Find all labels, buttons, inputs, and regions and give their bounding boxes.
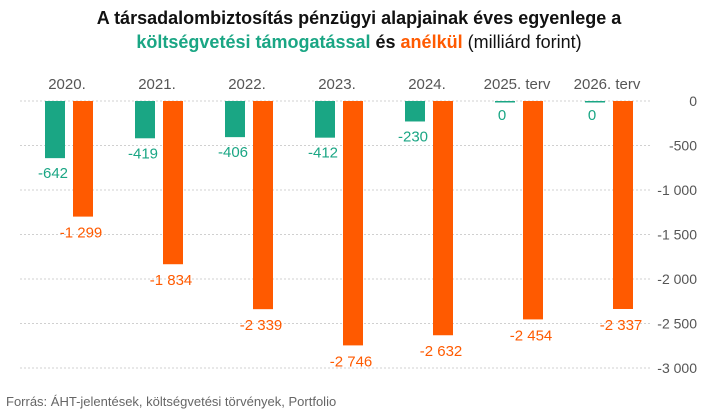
value-label-with-support: 0 <box>498 107 506 124</box>
value-label-with-support: -230 <box>398 128 428 145</box>
title-unit: (milliárd forint) <box>462 32 582 52</box>
category-label: 2024. <box>408 76 446 93</box>
bar-without-support <box>73 101 93 217</box>
value-label-with-support: -406 <box>218 144 248 161</box>
category-label: 2025. terv <box>484 76 551 93</box>
title-without-support: anélkül <box>400 32 463 52</box>
value-label-without-support: -2 632 <box>420 343 463 360</box>
value-label-with-support: -412 <box>308 145 338 162</box>
source-note: Forrás: ÁHT-jelentések, költségvetési tö… <box>6 394 337 409</box>
bar-with-support <box>585 101 605 103</box>
value-label-without-support: -1 299 <box>60 225 103 242</box>
value-label-with-support: 0 <box>588 107 596 124</box>
bar-without-support <box>163 101 183 265</box>
value-label-without-support: -2 746 <box>330 353 373 370</box>
bar-without-support <box>523 101 543 320</box>
value-label-without-support: -2 454 <box>510 327 553 344</box>
category-label: 2022. <box>228 76 266 93</box>
bar-with-support <box>405 101 425 122</box>
bar-without-support <box>613 101 633 309</box>
value-label-without-support: -2 337 <box>600 317 643 334</box>
category-label: 2026. terv <box>574 76 641 93</box>
bar-without-support <box>433 101 453 336</box>
bar-without-support <box>253 101 273 310</box>
chart-title: A társadalombiztosítás pénzügyi alapjain… <box>0 6 718 54</box>
y-tick-label: -2 500 <box>657 316 697 332</box>
value-label-with-support: -419 <box>128 145 158 162</box>
title-with-support: költségvetési támogatással <box>136 32 371 52</box>
bar-with-support <box>135 101 155 139</box>
title-conj: és <box>370 32 401 52</box>
title-line2: költségvetési támogatással és anélkül (m… <box>0 30 718 54</box>
title-line1: A társadalombiztosítás pénzügyi alapjain… <box>96 8 622 28</box>
category-label: 2023. <box>318 76 356 93</box>
y-tick-label: -2 000 <box>657 271 697 287</box>
y-tick-label: -500 <box>669 138 697 154</box>
value-label-without-support: -1 834 <box>150 272 193 289</box>
bar-with-support <box>315 101 335 138</box>
bar-without-support <box>343 101 363 346</box>
bar-with-support <box>45 101 65 159</box>
category-label: 2021. <box>138 76 176 93</box>
category-label: 2020. <box>48 76 86 93</box>
y-tick-label: -1 000 <box>657 182 697 198</box>
bar-with-support <box>225 101 245 138</box>
value-label-with-support: -642 <box>38 165 68 182</box>
bar-with-support <box>495 101 515 103</box>
y-tick-label: -3 000 <box>657 360 697 376</box>
y-tick-label: -1 500 <box>657 227 697 243</box>
value-label-without-support: -2 339 <box>240 317 283 334</box>
y-tick-label: 0 <box>689 93 697 109</box>
